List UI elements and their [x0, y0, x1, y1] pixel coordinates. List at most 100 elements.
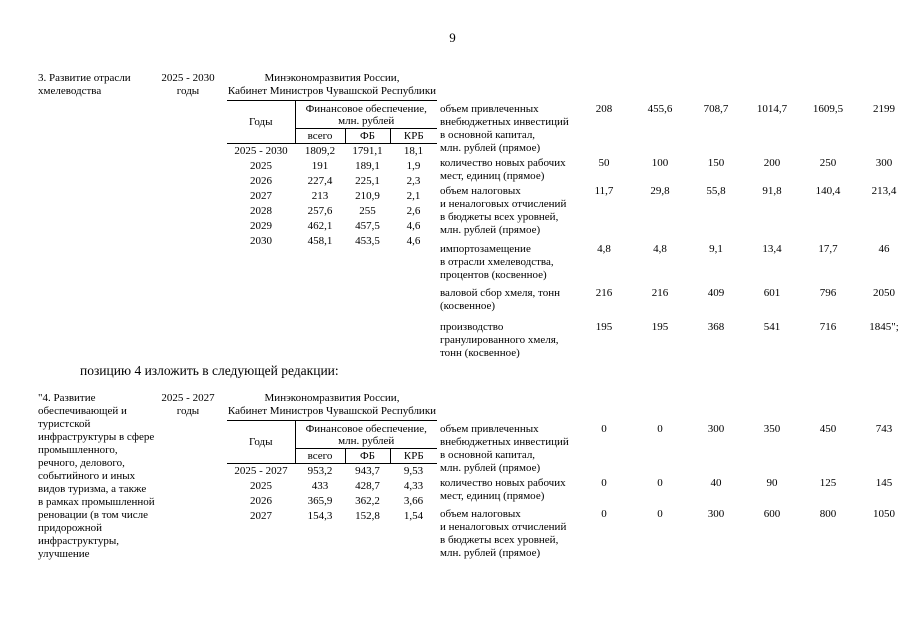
finance-col-header-total: всего: [295, 448, 345, 464]
indicator-value: 250: [819, 157, 837, 169]
finance-value-cell: 18,1: [403, 145, 424, 157]
indicator-row: объем привлеченных внебюджетных инвестиц…: [440, 103, 905, 155]
finance-value-cell: 154,3: [307, 510, 333, 522]
finance-value-cell: 4,6: [406, 235, 421, 247]
finance-value-cell: 4,33: [403, 480, 424, 492]
finance-year-cell: 2027: [250, 510, 272, 522]
indicator-value: 0: [657, 477, 663, 489]
responsible-agency: Минэкономразвития России, Кабинет Минист…: [227, 392, 437, 417]
indicator-label: валовой сбор хмеля, тонн (косвенное): [440, 287, 560, 312]
finance-year-cell: 2025 - 2030: [234, 145, 288, 157]
indicator-value: 195: [651, 321, 669, 333]
indicator-value: 208: [595, 103, 613, 115]
indicator-value: 13,4: [762, 243, 782, 255]
indicator-value: 2199: [873, 103, 895, 115]
finance-row: 2026 365,9 362,2 3,66: [227, 494, 437, 509]
finance-value-cell: 365,9: [307, 495, 333, 507]
amendment-intro: позицию 4 изложить в следующей редакции:: [80, 363, 339, 378]
finance-year-cell: 2026: [250, 495, 272, 507]
finance-col-header-total: всего: [295, 128, 345, 144]
indicator-value: 140,4: [815, 185, 841, 197]
finance-col-header-krb: КРБ: [389, 448, 437, 464]
finance-value-cell: 462,1: [307, 220, 333, 232]
indicator-value: 100: [651, 157, 669, 169]
finance-year-cell: 2030: [250, 235, 272, 247]
indicator-value: 800: [819, 508, 837, 520]
finance-row: 2030 458,1 453,5 4,6: [227, 234, 437, 249]
indicator-value: 450: [819, 423, 837, 435]
indicator-label: импортозамещение в отрасли хмелеводства,…: [440, 243, 554, 281]
indicator-value: 0: [601, 423, 607, 435]
section-item-3: 3. Развитие отрасли хмелеводства 2025 - …: [0, 72, 905, 364]
finance-years-header: Годы: [227, 100, 296, 144]
finance-value-cell: 213: [311, 190, 329, 202]
indicator-value: 46: [878, 243, 890, 255]
indicator-value: 300: [875, 157, 893, 169]
finance-table: Годы Финансовое обеспечение, млн. рублей…: [227, 420, 437, 524]
finance-year-cell: 2026: [250, 175, 272, 187]
finance-row: 2027 154,3 152,8 1,54: [227, 509, 437, 524]
indicator-value: 0: [601, 477, 607, 489]
indicator-label: количество новых рабочих мест, единиц (п…: [440, 477, 566, 502]
indicator-value: 300: [707, 508, 725, 520]
finance-value-cell: 433: [311, 480, 329, 492]
finance-table: Годы Финансовое обеспечение, млн. рублей…: [227, 100, 437, 249]
indicator-value: 409: [707, 287, 725, 299]
finance-row: 2026 227,4 225,1 2,3: [227, 174, 437, 189]
indicator-value: 17,7: [818, 243, 838, 255]
finance-value-cell: 428,7: [355, 480, 380, 492]
indicator-value: 216: [595, 287, 613, 299]
indicator-label: объем привлеченных внебюджетных инвестиц…: [440, 423, 569, 474]
indicator-value: 300: [707, 423, 725, 435]
finance-header: Финансовое обеспечение, млн. рублей: [295, 100, 437, 129]
indicator-row: объем привлеченных внебюджетных инвестиц…: [440, 423, 905, 475]
indicator-value: 11,7: [594, 185, 614, 197]
indicator-row: объем налоговых и неналоговых отчислений…: [440, 185, 905, 237]
indicator-row: валовой сбор хмеля, тонн (косвенное) 216…: [440, 287, 905, 313]
finance-row: 2025 191 189,1 1,9: [227, 159, 437, 174]
finance-value-cell: 257,6: [307, 205, 333, 217]
section-title: "4. Развитие обеспечивающей и туристской…: [38, 392, 155, 560]
indicator-value: 90: [766, 477, 778, 489]
indicator-value: 4,8: [597, 243, 611, 255]
indicator-value: 796: [819, 287, 837, 299]
indicator-value: 9,1: [709, 243, 723, 255]
finance-value-cell: 227,4: [307, 175, 333, 187]
indicator-row: количество новых рабочих мест, единиц (п…: [440, 477, 905, 503]
finance-value-cell: 457,5: [355, 220, 380, 232]
finance-value-cell: 210,9: [355, 190, 380, 202]
finance-value-cell: 3,66: [403, 495, 424, 507]
finance-row: 2025 - 2030 1809,2 1791,1 18,1: [227, 144, 437, 160]
indicator-row: импортозамещение в отрасли хмелеводства,…: [440, 243, 905, 282]
finance-value-cell: 255: [359, 205, 376, 217]
indicator-value: 1014,7: [756, 103, 788, 115]
finance-row: 2025 - 2027 953,2 943,7 9,53: [227, 464, 437, 480]
indicator-value: 541: [763, 321, 781, 333]
indicator-value: 125: [819, 477, 837, 489]
page-number: 9: [449, 30, 456, 45]
indicator-value: 91,8: [762, 185, 782, 197]
indicator-value: 0: [601, 508, 607, 520]
indicator-value: 600: [763, 508, 781, 520]
indicator-value: 50: [598, 157, 610, 169]
finance-col-header-fb: ФБ: [344, 448, 390, 464]
finance-value-cell: 1791,1: [352, 145, 383, 157]
indicator-value: 1609,5: [812, 103, 844, 115]
finance-header: Финансовое обеспечение, млн. рублей: [295, 420, 437, 449]
finance-value-cell: 943,7: [355, 465, 380, 477]
indicator-value: 213,4: [871, 185, 897, 197]
section-item-4: "4. Развитие обеспечивающей и туристской…: [0, 392, 905, 640]
finance-value-cell: 9,53: [403, 465, 424, 477]
indicator-value: 708,7: [703, 103, 729, 115]
indicator-value: 601: [763, 287, 781, 299]
finance-value-cell: 2,1: [406, 190, 421, 202]
finance-value-cell: 362,2: [355, 495, 380, 507]
indicator-label: производство гранулированного хмеля, тон…: [440, 321, 559, 359]
indicator-value: 0: [657, 423, 663, 435]
finance-value-cell: 152,8: [355, 510, 380, 522]
indicator-value: 29,8: [650, 185, 670, 197]
indicator-value: 2050: [873, 287, 895, 299]
indicator-value: 1845";: [869, 321, 899, 333]
finance-row: 2029 462,1 457,5 4,6: [227, 219, 437, 234]
indicator-value: 716: [819, 321, 837, 333]
